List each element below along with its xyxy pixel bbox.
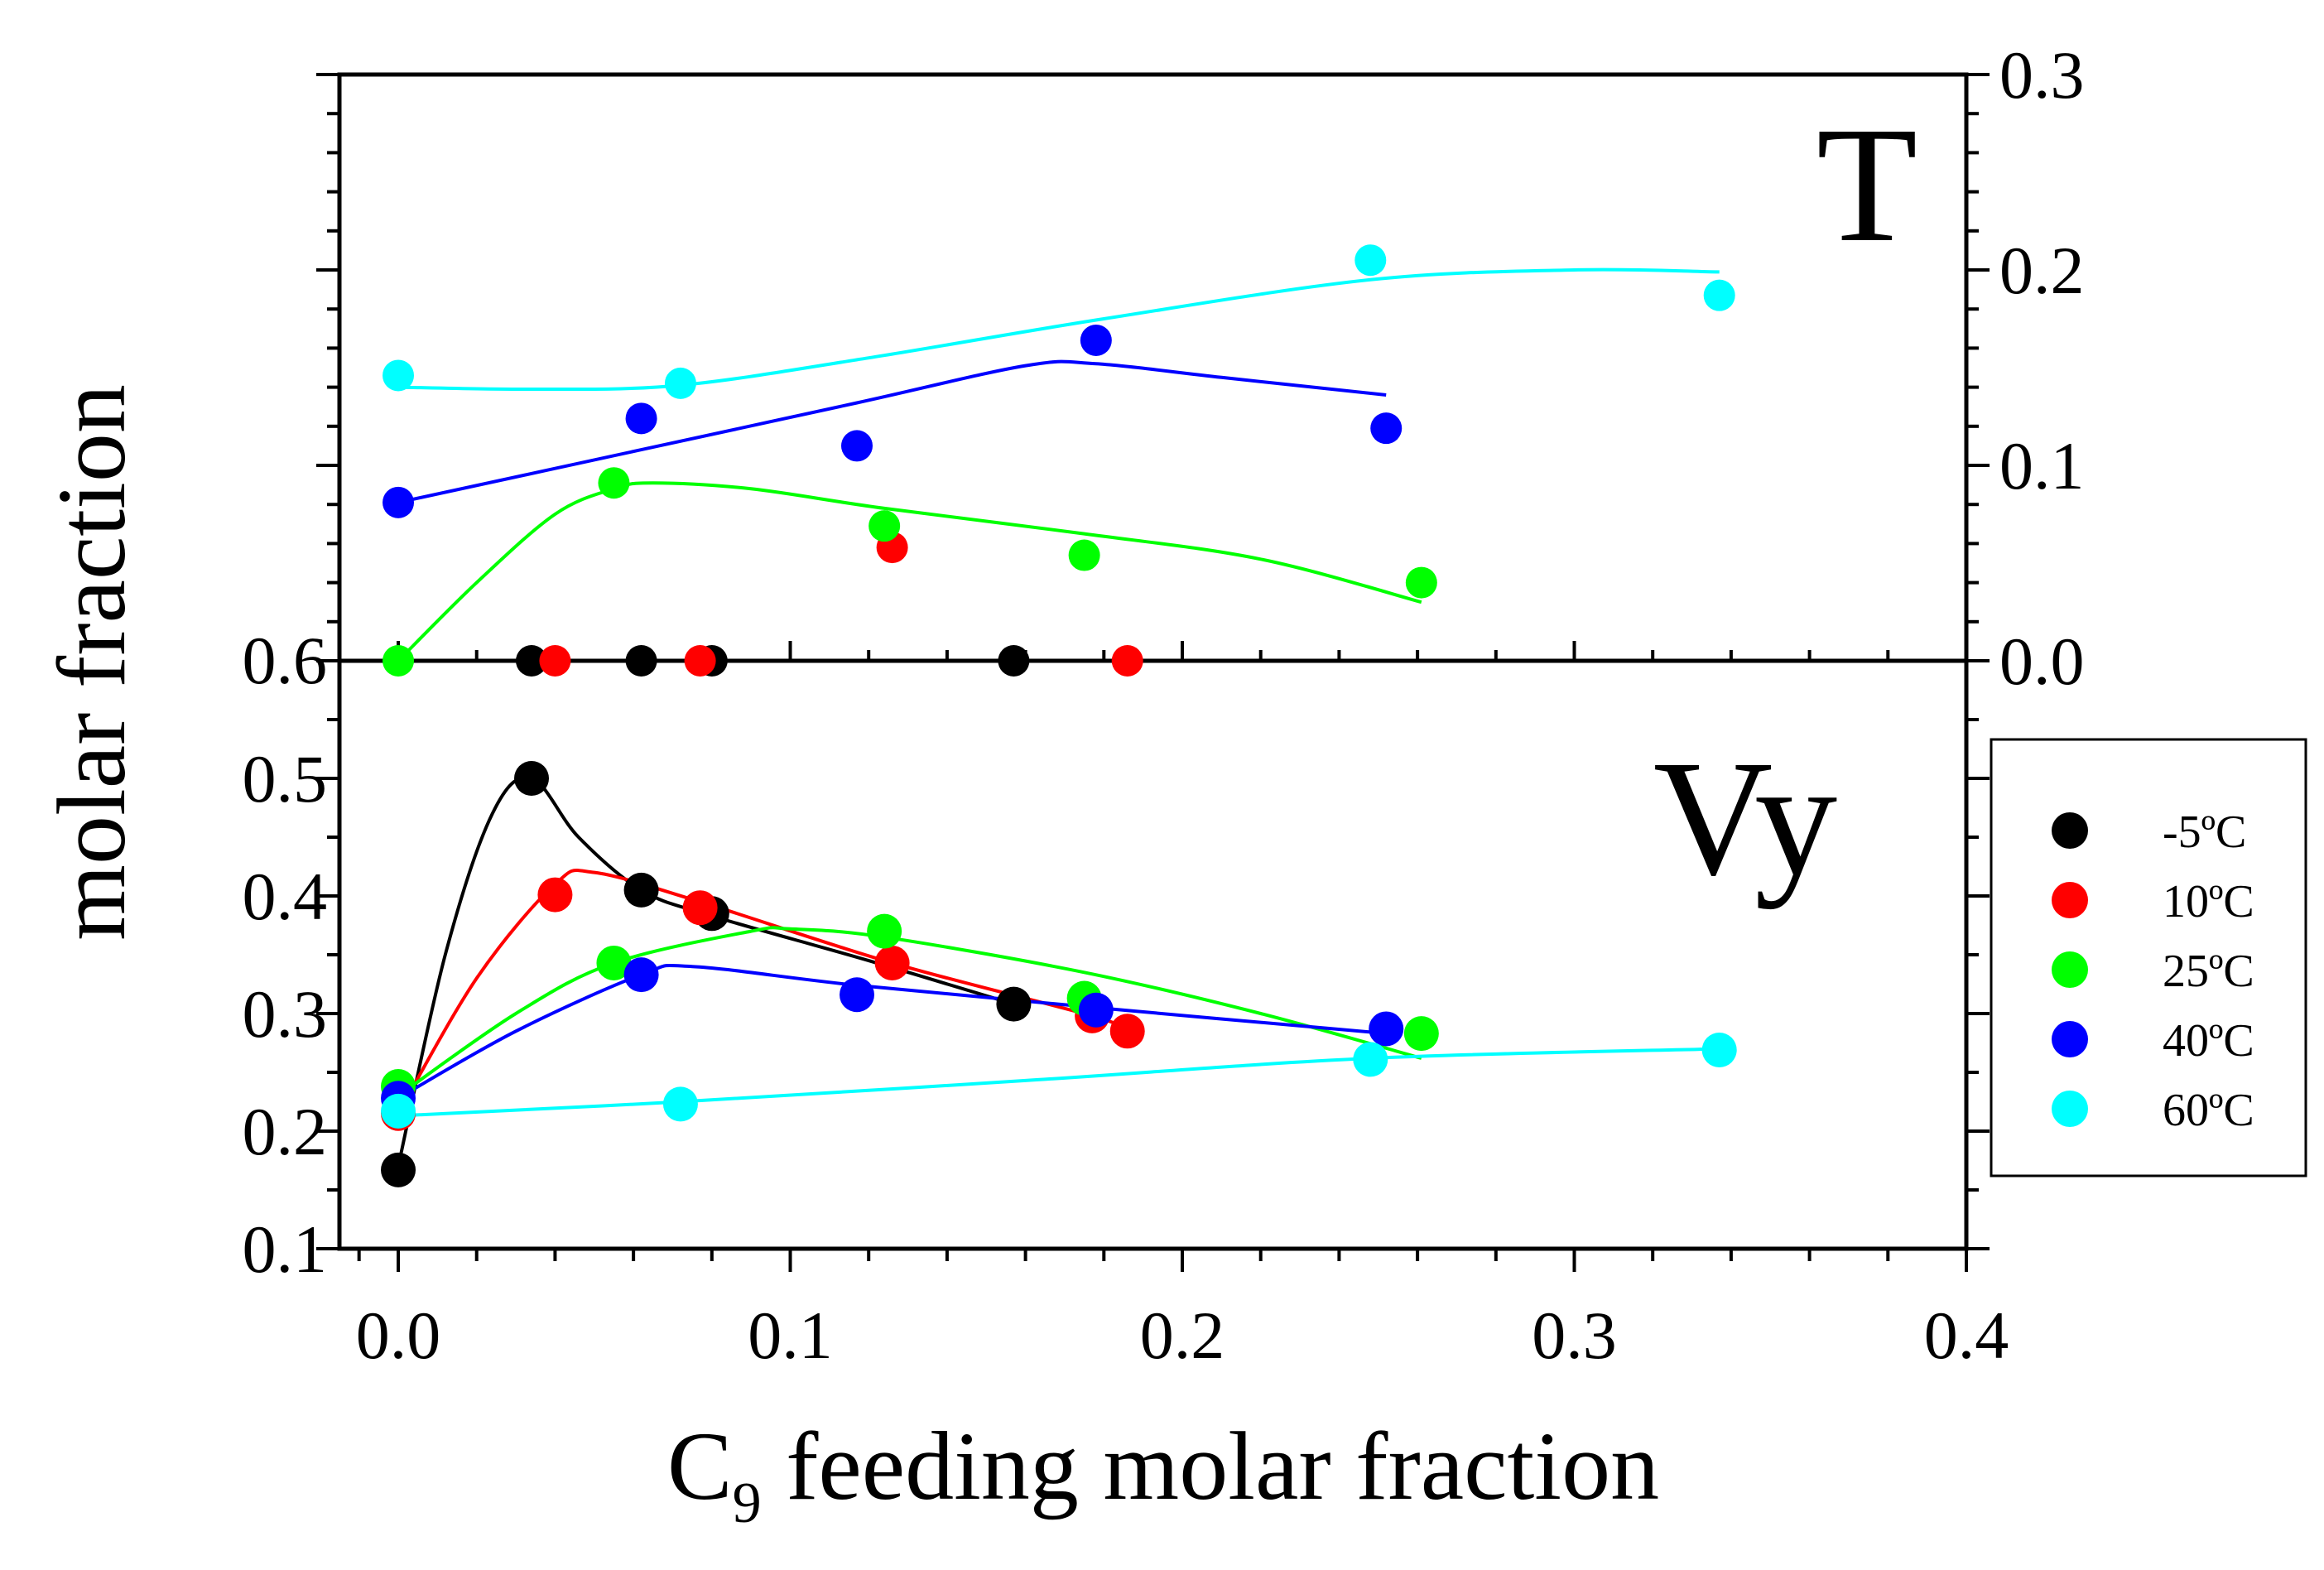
data-point-vy <box>1369 1011 1404 1047</box>
x-tick-label: 0.2 <box>1140 1298 1225 1373</box>
panel-label-top: T <box>1816 94 1917 277</box>
legend-marker <box>2052 882 2088 918</box>
legend-label: -5ºC <box>2163 807 2246 858</box>
x-tick-label: 0.4 <box>1924 1298 2009 1373</box>
data-point-vy <box>662 1086 698 1122</box>
fit-curve-bottom <box>397 1047 1720 1118</box>
x-axis-title-rest: feeding molar fraction <box>762 1412 1659 1520</box>
y-tick-labels-right: 0.0 0.1 0.2 0.3 <box>1999 37 2085 699</box>
fit-curve-bottom <box>397 963 1387 1100</box>
x-tick-label: 0.1 <box>748 1298 833 1373</box>
data-point-vy <box>596 945 632 980</box>
data-point-t <box>1111 645 1143 677</box>
y-tick-label-right: 0.1 <box>1999 428 2085 503</box>
data-point-vy <box>1701 1033 1737 1068</box>
y-tick-label-left: 0.3 <box>243 976 328 1052</box>
fit-curve-top <box>397 359 1387 504</box>
data-point-vy <box>1109 1014 1145 1049</box>
y-tick-label-right: 0.2 <box>1999 233 2085 308</box>
y-tick-label-left: 0.1 <box>243 1211 328 1287</box>
data-point-t <box>1068 539 1100 571</box>
data-point-t <box>684 645 716 677</box>
data-point-t <box>664 367 696 399</box>
data-point-vy <box>867 913 902 949</box>
data-point-vy <box>381 1093 416 1129</box>
legend-marker <box>2052 812 2088 849</box>
legend-marker <box>2052 1091 2088 1127</box>
data-point-vy <box>381 1152 416 1187</box>
x-axis-title: C9 feeding molar fraction <box>667 1412 1659 1535</box>
data-point-vy <box>1403 1016 1439 1052</box>
data-point-t <box>998 645 1030 677</box>
legend-label: 40ºC <box>2163 1015 2254 1067</box>
data-point-t <box>539 645 571 677</box>
legend: -5ºC 10ºC 25ºC 40ºC 60ºC <box>1990 738 2307 1178</box>
legend-box <box>1990 738 2307 1178</box>
axis-ticks <box>316 73 1990 1272</box>
top-left-boundary-label: 0.6 <box>243 623 328 698</box>
fit-curve-bottom <box>397 776 1014 1168</box>
y-tick-label-left: 0.5 <box>243 741 328 816</box>
legend-label: 25ºC <box>2163 946 2254 997</box>
data-points <box>381 244 1737 1187</box>
data-point-t <box>598 467 630 499</box>
x-tick-labels: 0.0 0.1 0.2 0.3 0.4 <box>356 1298 2009 1373</box>
data-point-vy <box>840 977 875 1013</box>
data-point-t <box>625 645 657 677</box>
data-point-vy <box>1353 1042 1388 1077</box>
data-point-vy <box>996 986 1032 1022</box>
data-point-t <box>1354 244 1387 277</box>
data-point-t <box>383 359 415 392</box>
data-point-t <box>1080 324 1112 356</box>
data-point-t <box>1703 279 1735 311</box>
legend-marker <box>2052 951 2088 988</box>
data-point-vy <box>537 877 573 913</box>
data-point-t <box>516 645 548 677</box>
x-axis-title-subscript: 9 <box>733 1471 762 1535</box>
data-point-t <box>1370 412 1403 445</box>
fit-curves <box>397 267 1720 1168</box>
data-point-t <box>625 402 657 435</box>
x-axis-title-main: C <box>667 1412 733 1520</box>
y-tick-label-right: 0.3 <box>1999 37 2085 113</box>
data-point-vy <box>623 872 659 908</box>
data-point-vy <box>514 761 550 796</box>
data-point-t <box>383 645 415 677</box>
data-point-t <box>841 430 873 462</box>
data-point-t <box>1405 566 1437 599</box>
y-tick-label-left: 0.4 <box>243 859 328 934</box>
data-point-vy <box>682 890 718 926</box>
fit-curve-top <box>397 267 1720 392</box>
x-tick-label: 0.3 <box>1532 1298 1617 1373</box>
panel-label-bottom: Vy <box>1653 727 1837 910</box>
y-tick-label-right: 0.0 <box>1999 624 2085 699</box>
data-point-vy <box>1078 992 1114 1028</box>
legend-label: 60ºC <box>2163 1085 2254 1136</box>
legend-marker <box>2052 1021 2088 1057</box>
legend-label: 10ºC <box>2163 876 2254 927</box>
x-tick-label: 0.0 <box>356 1298 441 1373</box>
y-tick-labels-left: 0.1 0.2 0.3 0.4 0.5 <box>243 741 328 1287</box>
data-point-t <box>868 510 901 542</box>
data-point-vy <box>874 945 910 980</box>
data-point-vy <box>623 957 659 993</box>
y-axis-title: molar fraction <box>37 384 146 941</box>
data-point-t <box>383 486 415 518</box>
fit-curve-bottom <box>397 926 1422 1098</box>
fit-curve-top <box>397 481 1422 662</box>
y-tick-label-left: 0.2 <box>243 1094 328 1169</box>
